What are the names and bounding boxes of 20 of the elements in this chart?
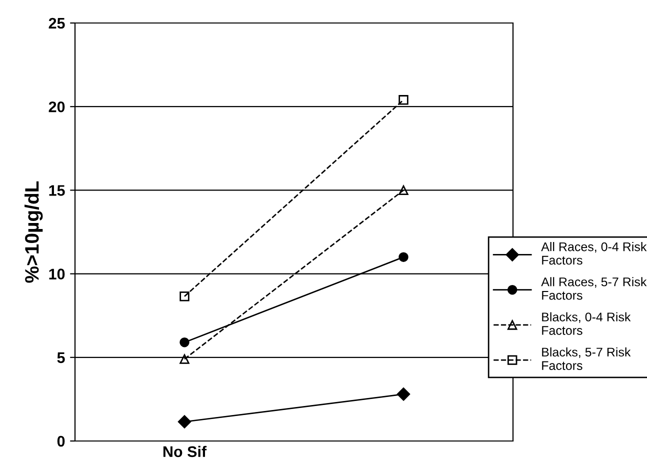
point (398, 185, 408, 196)
y-axis-title: %>10µg/dL (24, 181, 43, 283)
point (398, 95, 408, 105)
legend-label: Blacks, 0-4 Risk Factors (542, 312, 631, 335)
point (180, 337, 190, 348)
legend-label: All Races, 5-7 Risk Factors (541, 277, 647, 300)
y-tick-label: 10 (49, 268, 65, 280)
legend-label: All Races, 0-4 Risk Factors (541, 242, 647, 265)
y-tick-label: 5 (57, 352, 65, 364)
y-tick-label: 25 (48, 18, 65, 29)
y-tick-label: 15 (49, 185, 65, 196)
point (180, 292, 190, 302)
point (396, 388, 410, 401)
point (398, 252, 408, 262)
y-tick-label: 20 (48, 101, 65, 112)
y-tick-label: 0 (57, 436, 65, 447)
x-tick-label: No Sif (163, 446, 207, 458)
point (180, 354, 190, 364)
point (178, 415, 192, 428)
legend-label: Blacks, 5-7 Risk Factors (542, 347, 631, 370)
